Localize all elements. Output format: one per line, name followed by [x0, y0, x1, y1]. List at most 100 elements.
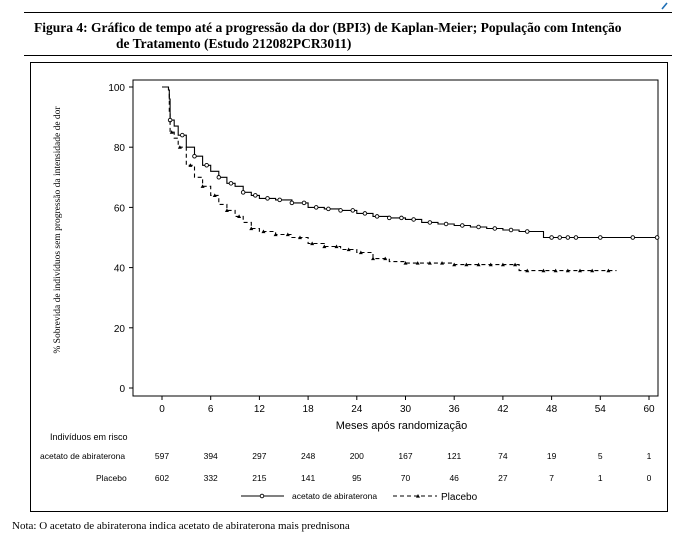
risk-count: 0 [647, 473, 652, 483]
censor-point-placebo [525, 268, 530, 273]
censor-point-abiraterone [598, 235, 603, 240]
censor-point-abiraterone [565, 235, 571, 240]
censor-point-abiraterone [216, 175, 222, 180]
censor-point-abiraterone [525, 229, 530, 234]
censor-point-abiraterone [492, 226, 498, 231]
censor-point-placebo [273, 232, 278, 237]
censor-point-placebo [606, 268, 611, 273]
x-axis-label: Meses após randomização [336, 420, 467, 432]
censor-point-placebo [590, 268, 595, 273]
censor-point-placebo [212, 193, 217, 197]
censor-point-placebo [403, 261, 408, 265]
censor-point-abiraterone [240, 190, 246, 195]
x-tick-label: 24 [351, 404, 363, 415]
risk-count: 95 [352, 473, 362, 483]
censor-point-abiraterone [374, 214, 380, 219]
legend-marker-placebo [416, 494, 420, 498]
censor-point-placebo [310, 241, 315, 246]
censor-point-abiraterone [289, 200, 295, 206]
censor-point-placebo [322, 244, 327, 249]
risk-count: 7 [549, 473, 554, 483]
series-line-abiraterone [162, 86, 658, 239]
censor-point-abiraterone [180, 132, 185, 138]
risk-count: 332 [204, 473, 218, 483]
y-tick-label: 0 [119, 384, 125, 395]
censor-point-placebo [169, 130, 174, 134]
x-tick-label: 12 [254, 404, 266, 415]
risk-count: 248 [301, 451, 315, 461]
risk-count: 167 [398, 451, 412, 461]
risk-count: 215 [252, 473, 266, 483]
censor-point-placebo [334, 244, 339, 249]
x-tick-label: 54 [595, 404, 607, 415]
risk-row-label: Placebo [96, 473, 127, 483]
x-tick-label: 6 [208, 404, 214, 415]
censor-point-abiraterone [573, 235, 579, 240]
risk-count: 200 [350, 451, 364, 461]
censor-point-placebo [200, 184, 205, 188]
censor-point-placebo [553, 268, 558, 273]
censor-point-abiraterone [557, 235, 562, 240]
censor-point-abiraterone [387, 215, 392, 221]
y-tick-label: 80 [114, 143, 126, 154]
chart-curves [162, 86, 660, 273]
censor-point-placebo [415, 261, 420, 265]
censor-point-placebo [249, 226, 254, 231]
censor-point-abiraterone [460, 223, 465, 228]
censor-point-abiraterone [549, 235, 554, 240]
censor-point-placebo [224, 208, 229, 213]
censor-point-placebo [464, 262, 469, 267]
censor-point-placebo [513, 262, 518, 267]
censor-point-placebo [452, 262, 457, 267]
censor-point-abiraterone [411, 217, 416, 222]
censor-point-placebo [297, 235, 302, 240]
censor-point-placebo [188, 163, 193, 167]
risk-count: 602 [155, 473, 169, 483]
censor-point-abiraterone [192, 153, 197, 159]
censor-point-abiraterone [362, 211, 368, 216]
x-tick-label: 30 [400, 404, 412, 415]
risk-count: 5 [598, 451, 603, 461]
risk-count: 46 [449, 473, 459, 483]
y-axis-label: % Sobrevida de indivíduos sem progressão… [53, 106, 63, 354]
risk-count: 297 [252, 451, 266, 461]
figure-title-line1: Figura 4: Gráfico de tempo até a progres… [34, 20, 622, 35]
y-tick-label: 100 [108, 83, 125, 94]
y-tick-label: 20 [114, 324, 126, 335]
risk-row-label: acetato de abiraterona [40, 451, 125, 461]
legend-label-placebo: Placebo [441, 492, 478, 503]
risk-count: 1 [598, 473, 603, 483]
risk-table: Indivíduos em risco acetato de abirateron… [40, 432, 652, 483]
risk-count: 121 [447, 451, 461, 461]
censor-point-placebo [578, 268, 583, 273]
censor-point-placebo [476, 262, 481, 267]
censor-point-abiraterone [313, 205, 319, 210]
censor-point-abiraterone [508, 227, 514, 233]
censor-point-placebo [440, 261, 445, 265]
censor-point-abiraterone [654, 235, 660, 240]
censor-point-placebo [565, 268, 570, 273]
chart-legend: acetato de abiraterona Placebo [241, 491, 478, 503]
x-tick-label: 48 [546, 404, 558, 415]
censor-point-placebo [285, 232, 290, 237]
censor-point-abiraterone [338, 208, 343, 213]
censor-point-placebo [383, 256, 388, 261]
censor-point-abiraterone [399, 215, 404, 221]
corner-accent-icon [661, 2, 668, 10]
y-tick-label: 40 [114, 264, 126, 275]
y-tick-label: 60 [114, 203, 126, 214]
figure-note: Nota: O acetato de abiraterona indica ac… [12, 520, 350, 532]
x-tick-label: 42 [497, 404, 509, 415]
x-tick-label: 0 [159, 404, 165, 415]
risk-count: 19 [547, 451, 557, 461]
x-tick-label: 18 [303, 404, 315, 415]
censor-point-placebo [427, 261, 432, 265]
chart-frame [30, 62, 668, 512]
censor-point-abiraterone [350, 208, 355, 213]
risk-count: 141 [301, 473, 315, 483]
figure-title: Figura 4: Gráfico de tempo até a progres… [34, 20, 674, 52]
censor-point-placebo [346, 247, 351, 252]
censor-point-abiraterone [443, 221, 449, 227]
legend-label-abiraterone: acetato de abiraterona [292, 491, 377, 501]
